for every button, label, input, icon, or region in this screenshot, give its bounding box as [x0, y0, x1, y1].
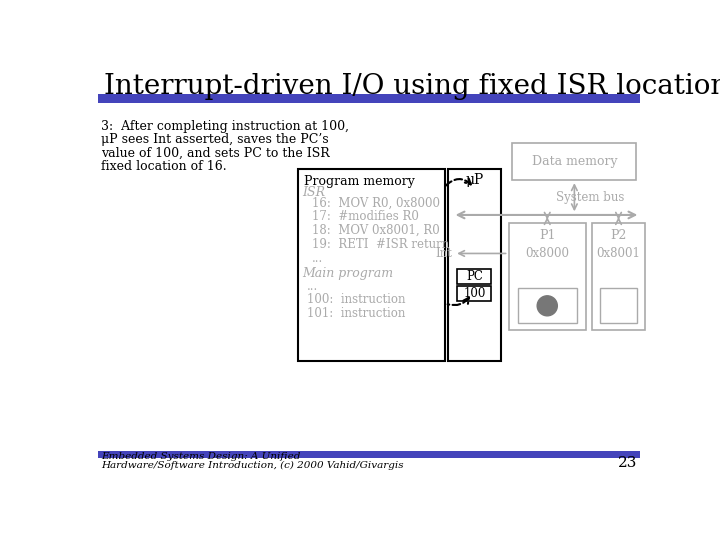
Text: 100: 100 [463, 287, 485, 300]
Text: Embedded Systems Design: A Unified: Embedded Systems Design: A Unified [101, 451, 300, 461]
Text: 0x8000: 0x8000 [526, 247, 570, 260]
Text: Hardware/Software Introduction, (c) 2000 Vahid/Givargis: Hardware/Software Introduction, (c) 2000… [101, 461, 403, 470]
Text: μP: μP [465, 173, 484, 187]
Bar [508, 222, 586, 330]
Text: 0x8001: 0x8001 [597, 247, 641, 260]
Bar [593, 222, 645, 330]
Text: 19:  RETI  #ISR return: 19: RETI #ISR return [312, 238, 449, 251]
Text: System bus: System bus [557, 191, 625, 204]
Text: 16:  MOV R0, 0x8000: 16: MOV R0, 0x8000 [312, 197, 440, 210]
Bar [600, 288, 637, 323]
Bar [513, 143, 636, 180]
Bar [98, 94, 640, 103]
Text: value of 100, and sets PC to the ISR: value of 100, and sets PC to the ISR [101, 146, 330, 159]
Text: PC: PC [466, 270, 483, 283]
Text: Interrupt-driven I/O using fixed ISR location: Interrupt-driven I/O using fixed ISR loc… [104, 72, 720, 99]
Text: P1: P1 [539, 229, 556, 242]
Bar [448, 168, 500, 361]
Text: μP sees Int asserted, saves the PC’s: μP sees Int asserted, saves the PC’s [101, 133, 328, 146]
Text: fixed location of 16.: fixed location of 16. [101, 159, 227, 172]
Circle shape [537, 296, 557, 316]
Text: P2: P2 [611, 229, 626, 242]
Text: ...: ... [307, 280, 318, 293]
Text: 101:  instruction: 101: instruction [307, 307, 405, 320]
Bar [457, 269, 492, 284]
Text: ISR: ISR [302, 186, 325, 199]
Bar [98, 451, 640, 457]
Text: Int: Int [436, 247, 453, 260]
Bar [518, 288, 577, 323]
Text: Program memory: Program memory [304, 175, 415, 188]
Text: 3:  After completing instruction at 100,: 3: After completing instruction at 100, [101, 120, 349, 133]
Text: 17:  #modifies R0: 17: #modifies R0 [312, 211, 418, 224]
Text: 18:  MOV 0x8001, R0: 18: MOV 0x8001, R0 [312, 224, 439, 237]
Bar [457, 286, 492, 301]
Text: ...: ... [312, 252, 323, 265]
Text: Data memory: Data memory [531, 156, 617, 168]
Bar [297, 168, 445, 361]
Text: Main program: Main program [302, 267, 393, 280]
Text: 23: 23 [618, 456, 637, 470]
Text: 100:  instruction: 100: instruction [307, 294, 405, 307]
